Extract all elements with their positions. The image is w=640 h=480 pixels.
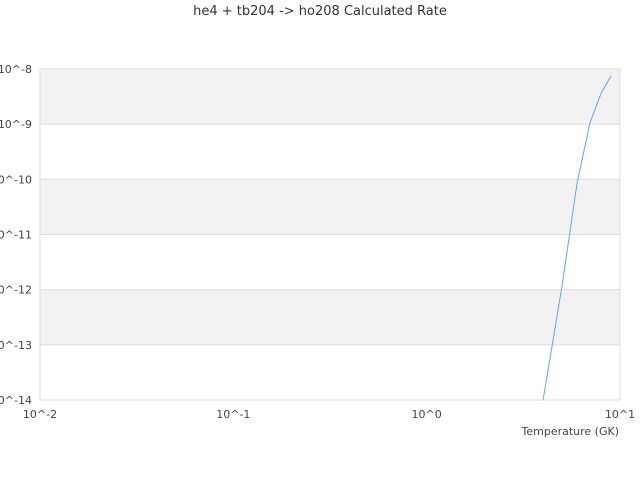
y-tick-label: 10^-14: [0, 394, 32, 407]
y-tick-label: 10^-11: [0, 229, 32, 242]
grid-band: [40, 289, 620, 345]
x-tick-label: 10^0: [412, 408, 442, 421]
y-tick-label: 10^-12: [0, 284, 32, 297]
y-tick-label: 10^-9: [0, 118, 32, 131]
x-axis-label: Temperature (GK): [521, 425, 620, 438]
y-tick-label: 10^-8: [0, 63, 32, 76]
x-tick-label: 10^1: [605, 408, 635, 421]
grid-band: [40, 179, 620, 235]
grid-band: [40, 69, 620, 125]
series-line: [542, 75, 612, 401]
x-tick-label: 10^-1: [216, 408, 250, 421]
y-tick-label: 10^-10: [0, 173, 32, 186]
x-tick-label: 10^-2: [23, 408, 57, 421]
chart-title: he4 + tb204 -> ho208 Calculated Rate: [193, 4, 447, 19]
y-tick-label: 10^-13: [0, 339, 32, 352]
